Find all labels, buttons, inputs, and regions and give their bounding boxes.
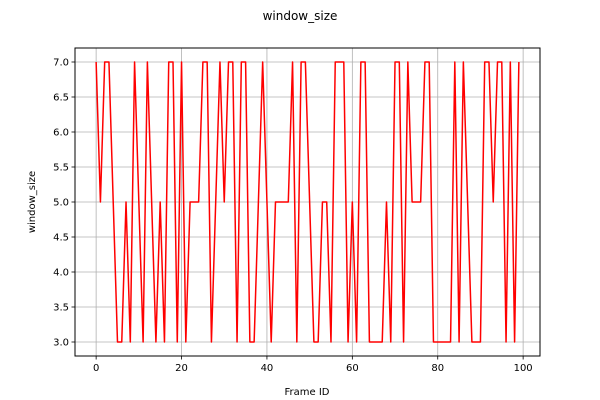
- y-tick-label: 4.5: [53, 233, 69, 244]
- y-axis: 3.0 3.5 4.0 4.5 5.0 5.5 6.0 6.5 7.0: [53, 58, 75, 349]
- y-tick-label: 4.0: [53, 268, 69, 279]
- x-tick-label: 20: [175, 363, 188, 374]
- series-line: [95, 61, 520, 343]
- x-axis: 0 20 40 60 80 100: [93, 356, 533, 374]
- x-tick-label: 60: [346, 363, 359, 374]
- y-tick-label: 7.0: [53, 58, 69, 69]
- x-tick-label: 80: [431, 363, 444, 374]
- y-tick-label: 5.5: [53, 163, 69, 174]
- x-tick-label: 40: [261, 363, 274, 374]
- x-tick-label: 0: [93, 363, 99, 374]
- y-axis-label: window_size: [27, 171, 38, 233]
- y-tick-label: 5.0: [53, 198, 69, 209]
- x-axis-label: Frame ID: [285, 387, 330, 398]
- y-tick-label: 3.5: [53, 303, 69, 314]
- chart-title: window_size: [263, 9, 338, 23]
- y-tick-label: 6.5: [53, 93, 69, 104]
- y-tick-label: 3.0: [53, 338, 69, 349]
- y-tick-label: 6.0: [53, 128, 69, 139]
- plot-area: [95, 61, 520, 343]
- x-tick-label: 100: [514, 363, 533, 374]
